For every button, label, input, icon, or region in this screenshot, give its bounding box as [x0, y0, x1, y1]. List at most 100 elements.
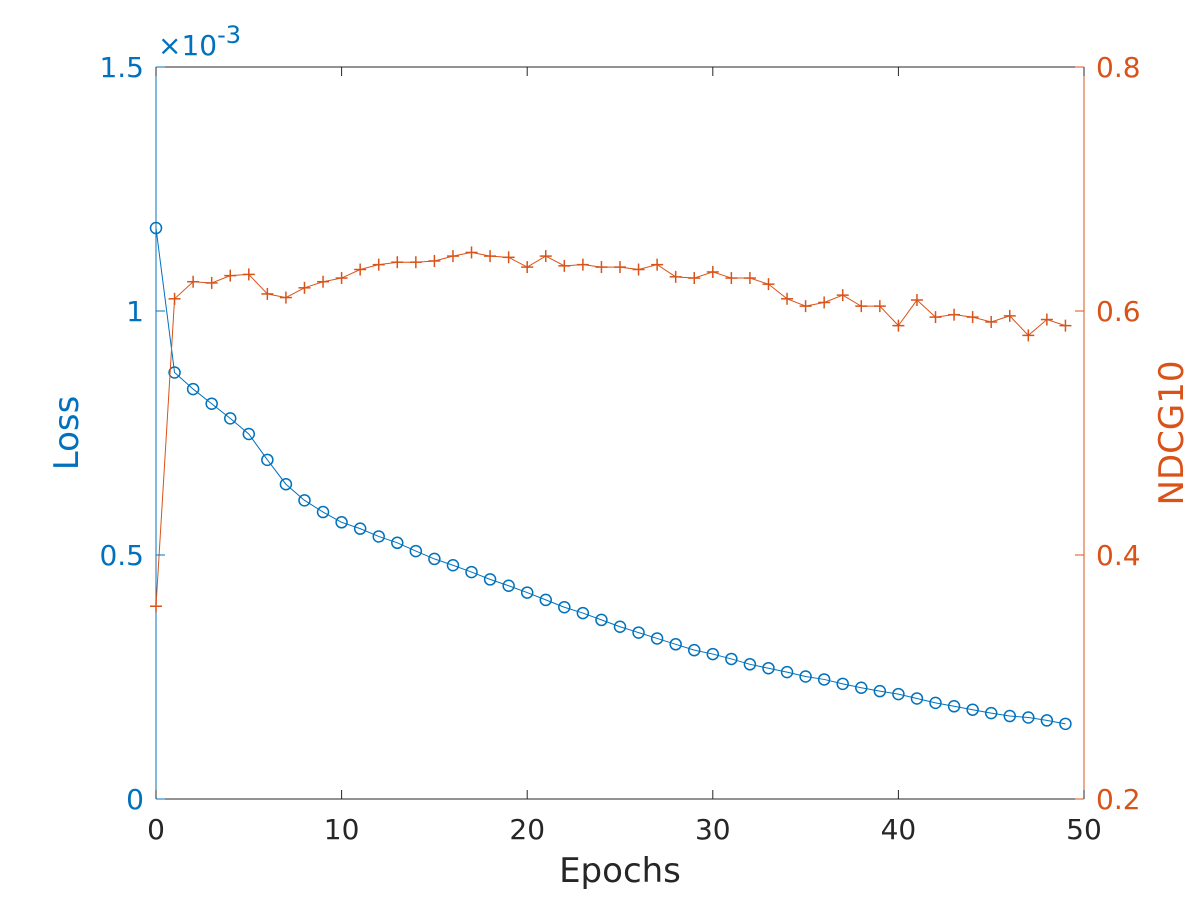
data-point-ndcg10: [669, 270, 682, 283]
x-tick-label: 0: [147, 813, 165, 846]
data-point-loss: [483, 573, 497, 586]
data-point-loss: [855, 681, 868, 694]
data-point-ndcg10: [910, 294, 923, 307]
data-point-loss: [186, 382, 200, 396]
data-point-ndcg10: [391, 256, 404, 269]
data-point-loss: [762, 661, 775, 675]
data-point-ndcg10: [372, 258, 385, 271]
data-point-loss: [687, 643, 701, 657]
data-point-ndcg10: [614, 261, 626, 274]
x-tick-label: 30: [695, 813, 731, 846]
data-point-loss: [947, 700, 961, 713]
data-point-ndcg10: [428, 254, 441, 267]
data-point-ndcg10: [651, 258, 664, 271]
data-point-ndcg10: [446, 250, 459, 263]
data-point-loss: [149, 221, 163, 235]
data-point-ndcg10: [242, 268, 255, 281]
data-point-ndcg10: [781, 292, 794, 305]
data-point-ndcg10: [725, 272, 738, 285]
data-point-loss: [632, 626, 645, 639]
data-point-ndcg10: [558, 259, 571, 272]
data-point-loss: [873, 684, 887, 698]
y-tick-label-right: 0.8: [1096, 51, 1141, 84]
data-point-ndcg10: [224, 269, 237, 282]
data-point-loss: [261, 453, 274, 467]
data-point-ndcg10: [762, 278, 775, 291]
data-point-loss: [558, 600, 571, 614]
data-point-ndcg10: [892, 319, 905, 332]
data-point-ndcg10: [966, 311, 979, 324]
data-point-loss: [205, 397, 218, 410]
data-point-ndcg10: [261, 287, 274, 300]
y-tick-label-left: 0.5: [99, 539, 144, 572]
data-point-loss: [372, 530, 385, 543]
y-exponent-power: -3: [217, 21, 241, 49]
data-point-ndcg10: [1040, 313, 1053, 326]
data-point-ndcg10: [818, 296, 831, 309]
data-point-ndcg10: [948, 308, 961, 321]
data-point-loss: [910, 692, 924, 705]
data-point-loss: [780, 665, 794, 679]
data-point-loss: [929, 696, 942, 710]
data-point-loss: [817, 673, 831, 686]
data-point-ndcg10: [576, 258, 589, 271]
data-point-ndcg10: [985, 315, 998, 328]
data-point-ndcg10: [465, 246, 478, 259]
data-point-ndcg10: [354, 263, 367, 276]
y-axis-label-right: NDCG10: [1152, 361, 1192, 506]
ticks-layer: 0 10 20 30 40 50 0 0.5 1 1.5 0.2 0.4 0.6 0.8: [99, 51, 1140, 846]
data-point-loss: [502, 579, 515, 592]
data-point-loss: [1022, 711, 1035, 724]
axes-frame: [155, 66, 1085, 800]
data-point-ndcg10: [1022, 329, 1035, 342]
data-point-loss: [966, 703, 979, 716]
data-point-ndcg10: [836, 289, 849, 302]
y-tick-label-right: 0.2: [1096, 783, 1141, 816]
data-point-loss: [316, 505, 330, 519]
series-line-loss: [155, 227, 1066, 725]
y-tick-label-left: 1: [126, 295, 144, 328]
data-point-ndcg10: [929, 311, 942, 324]
data-point-loss: [576, 606, 590, 620]
data-point-loss: [892, 687, 905, 701]
data-point-loss: [984, 706, 998, 720]
data-point-ndcg10: [1059, 319, 1072, 332]
data-point-loss: [428, 552, 441, 566]
data-point-loss: [223, 412, 237, 425]
series-line-ndcg10: [155, 251, 1066, 607]
data-point-loss: [409, 544, 423, 558]
data-point-loss: [168, 366, 181, 379]
data-point-ndcg10: [706, 265, 719, 278]
data-point-ndcg10: [539, 250, 552, 263]
data-point-ndcg10: [688, 272, 701, 285]
data-point-loss: [743, 658, 757, 671]
data-point-ndcg10: [799, 300, 812, 313]
data-point-ndcg10: [409, 256, 422, 269]
y-exponent-label: ×10-3: [158, 21, 241, 62]
data-point-loss: [650, 632, 664, 645]
data-point-ndcg10: [317, 275, 330, 288]
data-point-loss: [335, 516, 348, 529]
data-point-loss: [391, 536, 404, 550]
x-axis-label: Epochs: [559, 851, 681, 891]
y-tick-label-right: 0.4: [1096, 539, 1141, 572]
data-point-ndcg10: [521, 261, 534, 274]
data-point-ndcg10: [873, 300, 886, 313]
data-point-ndcg10: [484, 250, 497, 263]
data-point-ndcg10: [502, 251, 515, 264]
data-point-loss: [446, 558, 460, 572]
x-tick-label: 10: [324, 813, 360, 846]
data-point-loss: [520, 586, 534, 599]
data-point-ndcg10: [632, 263, 645, 276]
data-point-ndcg10: [743, 272, 756, 285]
data-point-loss: [669, 638, 682, 651]
data-point-loss: [725, 652, 738, 666]
data-point-ndcg10: [205, 276, 218, 289]
data-point-loss: [799, 670, 812, 683]
data-point-loss: [353, 522, 367, 535]
y-exponent-base: ×10: [158, 29, 217, 62]
data-point-ndcg10: [1003, 309, 1016, 322]
y-tick-label-left: 1.5: [99, 51, 144, 84]
